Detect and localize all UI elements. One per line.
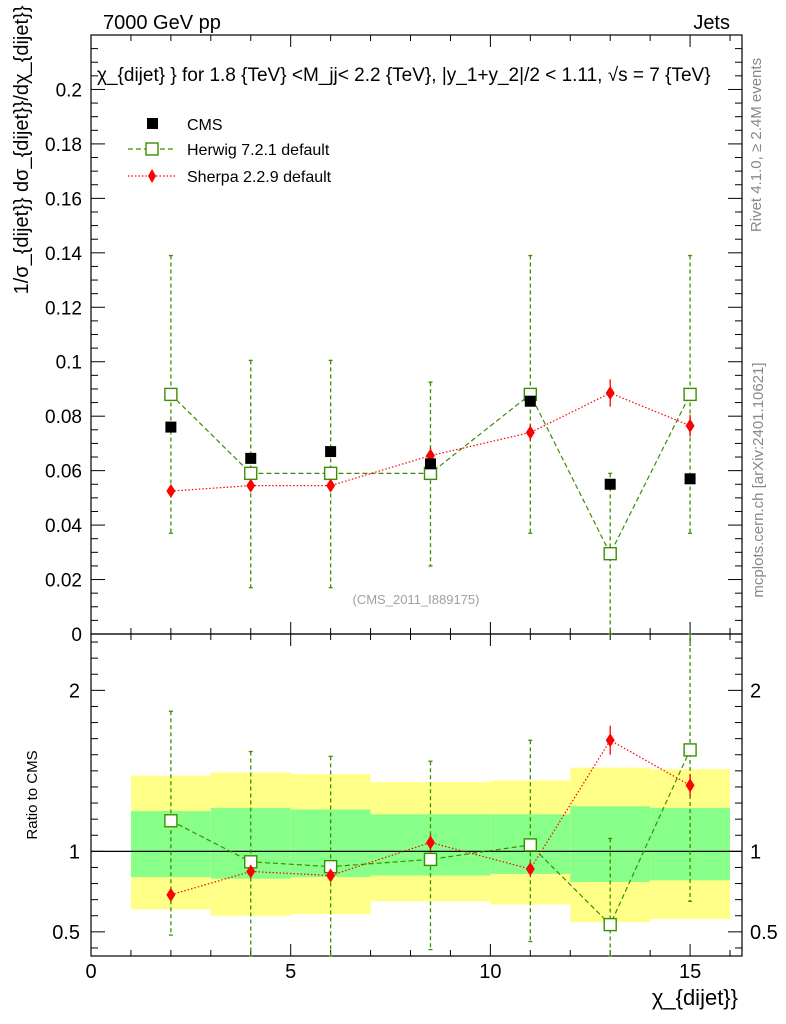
data-marks	[164, 254, 697, 957]
herwig-point-ratio	[164, 814, 178, 828]
herwig-point-main	[323, 466, 338, 481]
herwig-point-ratio	[683, 743, 697, 757]
y-tick-label-main: 0.08	[45, 407, 82, 428]
sherpa-point-main	[166, 484, 176, 499]
sherpa-point-ratio	[525, 862, 535, 877]
sherpa-point-main	[605, 386, 615, 401]
cms-point	[524, 395, 536, 407]
ratio-bands	[91, 767, 742, 923]
y-tick-label-main: 0.06	[45, 462, 82, 483]
sherpa-point-ratio	[605, 733, 615, 748]
y-tick-label-main: 0.16	[45, 189, 82, 210]
herwig-point-ratio	[423, 852, 438, 867]
y-tick-label-ratio-right: 0.5	[750, 922, 778, 944]
legend-marker-herwig	[145, 142, 159, 156]
analysis-watermark: (CMS_2011_I889175)	[353, 592, 480, 607]
cms-point	[604, 478, 616, 490]
sherpa-point-ratio	[166, 887, 176, 902]
legend-label-sherpa: Sherpa 2.2.9 default	[187, 169, 332, 186]
header-right: Jets	[693, 12, 730, 34]
mcplots-label: mcplots.cern.ch [arXiv:2401.10621]	[750, 362, 767, 597]
axis-ticks: 0 5 10 15 0 0.02 0.04 0.06 0.08 0.1 0.12 0.14 0.16 0.…	[45, 34, 778, 983]
cms-point	[325, 446, 337, 458]
y-axis-label-main: 1/σ_{dijet}} dσ_{dijet}}/dχ_{dijet}}	[11, 5, 33, 294]
cms-point	[684, 473, 696, 485]
sherpa-point-ratio	[326, 868, 336, 883]
herwig-point-main	[683, 387, 697, 402]
sherpa-point-ratio	[685, 778, 695, 793]
y-tick-label-ratio-right: 2	[750, 680, 761, 702]
sherpa-point-main	[326, 478, 336, 493]
y-tick-label-main: 0.2	[56, 80, 82, 101]
y-tick-label-main: 0.02	[45, 571, 82, 592]
sherpa-point-main	[246, 478, 256, 493]
y-tick-label-main: 0.18	[45, 135, 82, 156]
x-axis-label: χ_{dijet}}	[652, 985, 738, 1010]
legend-marker-cms	[147, 118, 158, 129]
x-tick-label: 15	[679, 961, 701, 983]
plot-title: χ_{dijet} } for 1.8 {TeV} <M_jj< 2.2 {Te…	[97, 65, 711, 86]
y-tick-label-main: 0.1	[56, 353, 82, 374]
legend-label-herwig: Herwig 7.2.1 default	[187, 142, 330, 159]
y-tick-label-main: 0.14	[45, 244, 82, 265]
y-axis-label-ratio: Ratio to CMS	[24, 750, 41, 839]
green-band-segment	[570, 806, 651, 882]
herwig-point-main	[603, 546, 617, 561]
x-tick-label: 5	[285, 961, 296, 983]
herwig-point-ratio	[603, 917, 617, 932]
herwig-point-main	[244, 466, 258, 481]
cms-point	[245, 452, 257, 464]
herwig-point-main	[164, 387, 178, 402]
sherpa-point-main	[685, 418, 695, 433]
sherpa-point-ratio	[246, 864, 256, 879]
legend: CMS Herwig 7.2.1 default Sherpa 2.2.9 de…	[128, 117, 332, 186]
y-tick-label-ratio: 1	[69, 841, 80, 863]
y-tick-label-main: 0.04	[45, 516, 82, 537]
legend-marker-sherpa	[148, 169, 156, 183]
legend-label-cms: CMS	[187, 117, 223, 134]
header-left: 7000 GeV pp	[103, 12, 221, 34]
herwig-point-ratio	[523, 838, 538, 852]
x-tick-label: 10	[479, 961, 501, 983]
rivet-label: Rivet 4.1.0, ≥ 2.4M events	[748, 58, 765, 232]
y-tick-label-main: 0.12	[45, 298, 82, 319]
cms-point	[165, 421, 177, 433]
cms-point	[424, 458, 436, 470]
sherpa-point-main	[525, 425, 535, 440]
sherpa-point-ratio	[425, 835, 435, 850]
y-tick-label-ratio-right: 1	[750, 841, 761, 863]
y-tick-label-main: 0	[71, 625, 82, 646]
y-tick-label-ratio: 2	[69, 680, 80, 702]
x-tick-label: 0	[85, 961, 96, 983]
ratio-panel-frame	[90, 633, 743, 957]
y-tick-label-ratio: 0.5	[52, 922, 80, 944]
